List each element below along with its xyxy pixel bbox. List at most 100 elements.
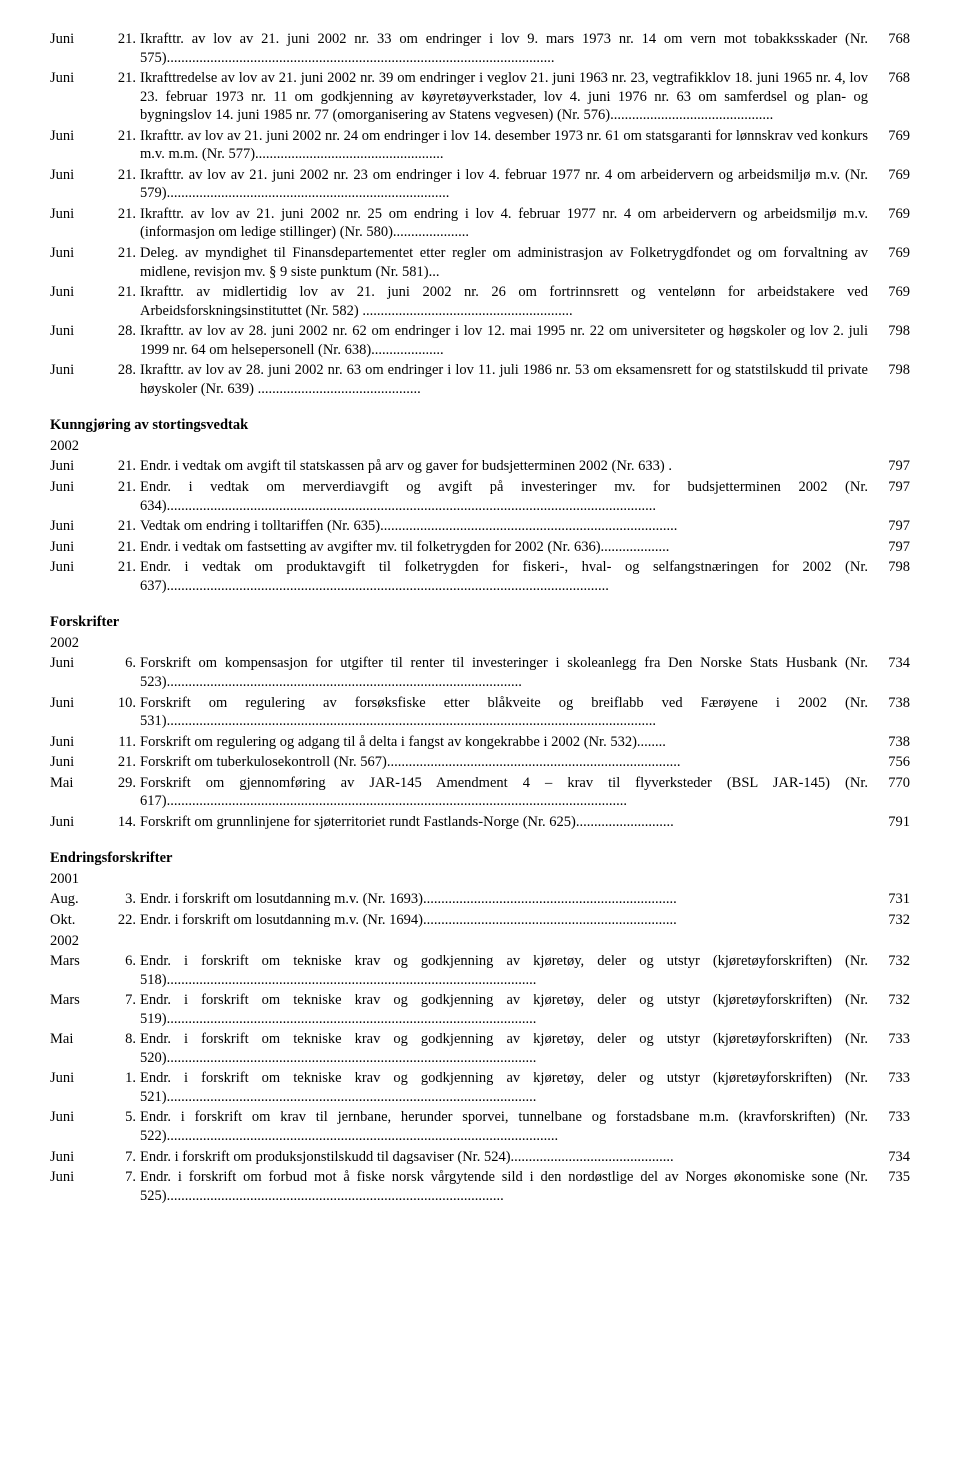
month-cell: Mai: [50, 774, 102, 793]
description-cell: Ikrafttr. av lov av 21. juni 2002 nr. 33…: [140, 30, 874, 67]
entry-row: Juni21.Ikrafttr. av midlertidig lov av 2…: [50, 283, 910, 320]
day-cell: 21.: [102, 753, 140, 772]
description-cell: Vedtak om endring i tolltariffen (Nr. 63…: [140, 517, 874, 536]
month-cell: Aug.: [50, 890, 102, 909]
month-cell: Juni: [50, 127, 102, 146]
page-number-cell: 733: [874, 1069, 910, 1088]
day-cell: 21.: [102, 517, 140, 536]
entry-row: Juni21.Endr. i vedtak om produktavgift t…: [50, 558, 910, 595]
entry-row: Juni7.Endr. i forskrift om forbud mot å …: [50, 1168, 910, 1205]
description-cell: Forskrift om tuberkulosekontroll (Nr. 56…: [140, 753, 874, 772]
entry-row: Juni21.Ikrafttr. av lov av 21. juni 2002…: [50, 166, 910, 203]
description-cell: Deleg. av myndighet til Finansdepartemen…: [140, 244, 874, 281]
description-cell: Ikrafttr. av lov av 21. juni 2002 nr. 25…: [140, 205, 874, 242]
month-cell: Juni: [50, 205, 102, 224]
description-cell: Endr. i forskrift om tekniske krav og go…: [140, 1069, 874, 1106]
description-cell: Endr. i forskrift om tekniske krav og go…: [140, 991, 874, 1028]
entry-row: Juni1.Endr. i forskrift om tekniske krav…: [50, 1069, 910, 1106]
day-cell: 7.: [102, 1148, 140, 1167]
description-cell: Endr. i forskrift om losutdanning m.v. (…: [140, 890, 874, 909]
description-cell: Forskrift om grunnlinjene for sjøterrito…: [140, 813, 874, 832]
month-cell: Mai: [50, 1030, 102, 1049]
page-number-cell: 733: [874, 1108, 910, 1127]
description-cell: Forskrift om kompensasjon for utgifter t…: [140, 654, 874, 691]
year-label: 2002: [50, 437, 910, 456]
page-number-cell: 769: [874, 283, 910, 302]
month-cell: Juni: [50, 694, 102, 713]
entry-row: Mars6.Endr. i forskrift om tekniske krav…: [50, 952, 910, 989]
section-heading: Forskrifter: [50, 613, 910, 632]
month-cell: Juni: [50, 1069, 102, 1088]
entry-row: Aug.3.Endr. i forskrift om losutdanning …: [50, 890, 910, 909]
month-cell: Juni: [50, 733, 102, 752]
description-cell: Forskrift om gjennomføring av JAR-145 Am…: [140, 774, 874, 811]
month-cell: Mars: [50, 991, 102, 1010]
month-cell: Juni: [50, 457, 102, 476]
page-number-cell: 733: [874, 1030, 910, 1049]
document-body: Juni21.Ikrafttr. av lov av 21. juni 2002…: [50, 30, 910, 1205]
entry-row: Mars7.Endr. i forskrift om tekniske krav…: [50, 991, 910, 1028]
day-cell: 11.: [102, 733, 140, 752]
month-cell: Mars: [50, 952, 102, 971]
description-cell: Endr. i vedtak om produktavgift til folk…: [140, 558, 874, 595]
description-cell: Endr. i forskrift om krav til jernbane, …: [140, 1108, 874, 1145]
description-cell: Ikrafttr. av midlertidig lov av 21. juni…: [140, 283, 874, 320]
page-number-cell: 797: [874, 478, 910, 497]
page-number-cell: 738: [874, 733, 910, 752]
day-cell: 14.: [102, 813, 140, 832]
description-cell: Endr. i vedtak om fastsetting av avgifte…: [140, 538, 874, 557]
day-cell: 7.: [102, 991, 140, 1010]
entry-row: Juni28.Ikrafttr. av lov av 28. juni 2002…: [50, 361, 910, 398]
month-cell: Juni: [50, 813, 102, 832]
entry-row: Juni21.Endr. i vedtak om merverdiavgift …: [50, 478, 910, 515]
day-cell: 6.: [102, 952, 140, 971]
month-cell: Juni: [50, 1108, 102, 1127]
day-cell: 22.: [102, 911, 140, 930]
day-cell: 29.: [102, 774, 140, 793]
day-cell: 21.: [102, 457, 140, 476]
description-cell: Endr. i forskrift om tekniske krav og go…: [140, 952, 874, 989]
section-heading: Endringsforskrifter: [50, 849, 910, 868]
description-cell: Ikrafttredelse av lov av 21. juni 2002 n…: [140, 69, 874, 125]
day-cell: 21.: [102, 283, 140, 302]
entry-row: Juni21.Endr. i vedtak om avgift til stat…: [50, 457, 910, 476]
month-cell: Juni: [50, 166, 102, 185]
month-cell: Juni: [50, 538, 102, 557]
entry-row: Juni21.Ikrafttr. av lov av 21. juni 2002…: [50, 127, 910, 164]
month-cell: Juni: [50, 30, 102, 49]
entry-row: Juni7.Endr. i forskrift om produksjonsti…: [50, 1148, 910, 1167]
entry-row: Juni21.Ikrafttr. av lov av 21. juni 2002…: [50, 30, 910, 67]
entry-row: Juni11.Forskrift om regulering og adgang…: [50, 733, 910, 752]
month-cell: Juni: [50, 244, 102, 263]
description-cell: Ikrafttr. av lov av 21. juni 2002 nr. 24…: [140, 127, 874, 164]
month-cell: Juni: [50, 69, 102, 88]
description-cell: Forskrift om regulering av forsøksfiske …: [140, 694, 874, 731]
day-cell: 21.: [102, 478, 140, 497]
day-cell: 28.: [102, 322, 140, 341]
description-cell: Endr. i forskrift om forbud mot å fiske …: [140, 1168, 874, 1205]
entry-row: Juni6.Forskrift om kompensasjon for utgi…: [50, 654, 910, 691]
entry-row: Juni28.Ikrafttr. av lov av 28. juni 2002…: [50, 322, 910, 359]
day-cell: 21.: [102, 205, 140, 224]
page-number-cell: 770: [874, 774, 910, 793]
month-cell: Juni: [50, 517, 102, 536]
page-number-cell: 798: [874, 361, 910, 380]
month-cell: Juni: [50, 654, 102, 673]
day-cell: 21.: [102, 30, 140, 49]
entry-row: Juni21.Forskrift om tuberkulosekontroll …: [50, 753, 910, 772]
day-cell: 1.: [102, 1069, 140, 1088]
entry-row: Mai29.Forskrift om gjennomføring av JAR-…: [50, 774, 910, 811]
page-number-cell: 732: [874, 911, 910, 930]
day-cell: 5.: [102, 1108, 140, 1127]
entry-row: Juni21.Ikrafttr. av lov av 21. juni 2002…: [50, 205, 910, 242]
page-number-cell: 738: [874, 694, 910, 713]
page-number-cell: 769: [874, 127, 910, 146]
page-number-cell: 732: [874, 952, 910, 971]
section-heading: Kunngjøring av stortingsvedtak: [50, 416, 910, 435]
description-cell: Endr. i forskrift om losutdanning m.v. (…: [140, 911, 874, 930]
description-cell: Forskrift om regulering og adgang til å …: [140, 733, 874, 752]
day-cell: 6.: [102, 654, 140, 673]
page-number-cell: 797: [874, 538, 910, 557]
description-cell: Ikrafttr. av lov av 21. juni 2002 nr. 23…: [140, 166, 874, 203]
day-cell: 28.: [102, 361, 140, 380]
